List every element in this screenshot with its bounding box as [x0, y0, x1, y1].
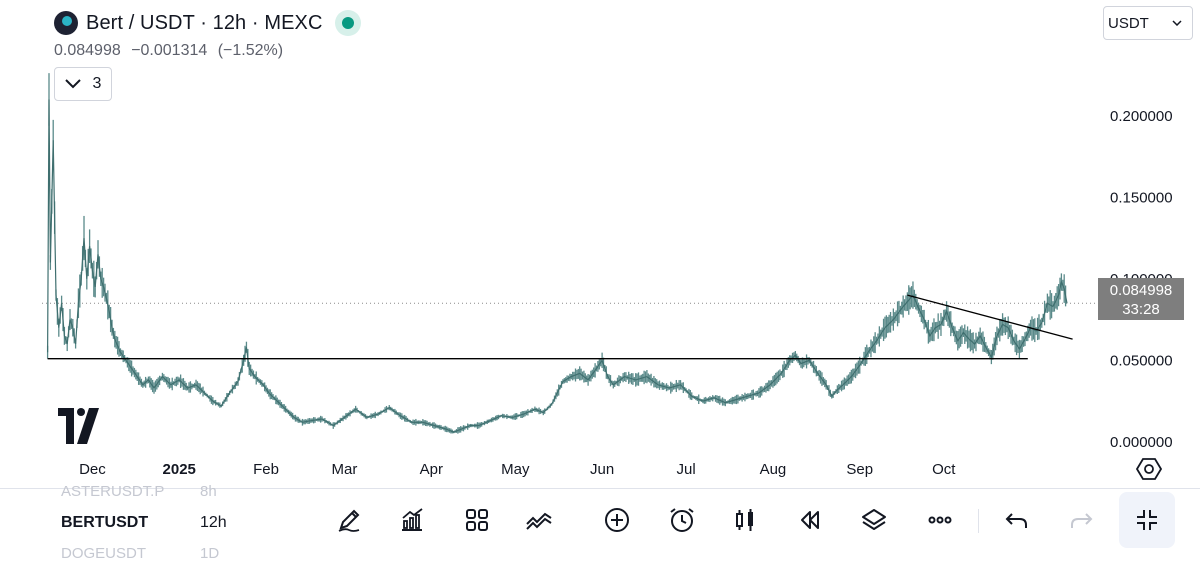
chart-type-button[interactable] [730, 505, 760, 535]
toolbar-divider [978, 509, 979, 533]
y-tick-label: 0.000000 [1110, 434, 1173, 451]
chevron-down-icon [64, 79, 81, 89]
bottom-toolbar: ASTERUSDT.P 8h BERTUSDT 12h DOGEUSDT 1D [0, 483, 1200, 562]
last-price-tag-background [1098, 278, 1184, 320]
chart-settings-icon[interactable] [1136, 456, 1162, 482]
price-line [47, 99, 1068, 433]
replay-icon [801, 511, 819, 529]
bert-logo-icon [54, 11, 78, 35]
x-tick-label: Sep [846, 461, 873, 478]
x-tick-label: Mar [332, 461, 358, 478]
x-tick-label: Aug [760, 461, 787, 478]
x-tick-label: 2025 [163, 461, 196, 478]
symbol-label[interactable]: BERTUSDT [61, 514, 149, 531]
price-series [46, 73, 1068, 434]
drawing-tool-button[interactable] [334, 505, 364, 535]
compare-icon [526, 512, 552, 530]
x-tick-label: Apr [420, 461, 443, 478]
last-price-tag: 0.084998 33:28 [1098, 278, 1184, 320]
chart-title[interactable]: Bert / USDT · 12h · MEXC [86, 11, 323, 34]
price-change: −0.001314 [131, 42, 208, 59]
price-change-percent: (−1.52%) [217, 42, 284, 59]
x-tick-label: Oct [932, 461, 956, 478]
last-price-tag-price: 0.084998 [1110, 282, 1173, 299]
compare-button[interactable] [524, 505, 554, 535]
y-tick-label: 0.150000 [1110, 189, 1173, 206]
currency-value: USDT [1108, 14, 1149, 32]
undo-button[interactable] [1002, 505, 1032, 535]
more-icon [928, 516, 952, 524]
pencil-icon [338, 509, 360, 532]
add-button[interactable] [602, 505, 632, 535]
current-price: 0.084998 [54, 42, 121, 59]
indicators-button[interactable] [397, 505, 427, 535]
y-tick-label: 0.200000 [1110, 108, 1173, 125]
currency-select[interactable]: USDT [1103, 6, 1193, 40]
price-chart[interactable]: 0.0000000.0500000.1000000.1500000.200000… [0, 0, 1200, 488]
grid-icon [466, 509, 488, 531]
y-tick-label: 0.050000 [1110, 352, 1173, 369]
more-button[interactable] [925, 505, 955, 535]
market-open-icon [334, 10, 361, 36]
ghost-interval-above: 8h [200, 483, 217, 500]
indicators-count: 3 [92, 75, 102, 92]
price-summary: 0.084998 −0.001314 (−1.52%) [54, 42, 289, 60]
alert-button[interactable] [667, 505, 697, 535]
fullscreen-exit-button[interactable] [1119, 492, 1175, 548]
undo-icon [1005, 513, 1027, 528]
x-tick-label: May [501, 461, 530, 478]
collapse-icon [1137, 510, 1157, 530]
indicators-toggle-button[interactable]: 3 [54, 67, 112, 101]
redo-icon [1071, 513, 1093, 528]
tradingview-logo-icon [58, 408, 99, 444]
chevron-down-icon [1172, 20, 1182, 26]
chart-icon [402, 508, 423, 531]
replay-button[interactable] [795, 505, 825, 535]
add-icon [605, 508, 629, 532]
redo-button[interactable] [1066, 505, 1096, 535]
chart-annotations [47, 294, 1073, 360]
x-tick-label: Jul [677, 461, 696, 478]
alarm-icon [670, 508, 694, 532]
chart-header: Bert / USDT · 12h · MEXC [54, 8, 361, 38]
interval-label[interactable]: 12h [200, 514, 227, 531]
layers-button[interactable] [859, 505, 889, 535]
trend-line[interactable] [907, 294, 1073, 340]
x-tick-label: Feb [253, 461, 279, 478]
x-tick-label: Jun [590, 461, 614, 478]
x-tick-label: Dec [79, 461, 106, 478]
layers-icon [862, 509, 886, 530]
ghost-symbol-above: ASTERUSDT.P [61, 483, 165, 500]
layout-button[interactable] [462, 505, 492, 535]
x-axis: Dec 2025 Feb Mar Apr May Jun Jul Aug Sep Oct [79, 461, 956, 478]
last-price-tag-countdown: 33:28 [1122, 301, 1160, 318]
candles-icon [736, 509, 753, 531]
